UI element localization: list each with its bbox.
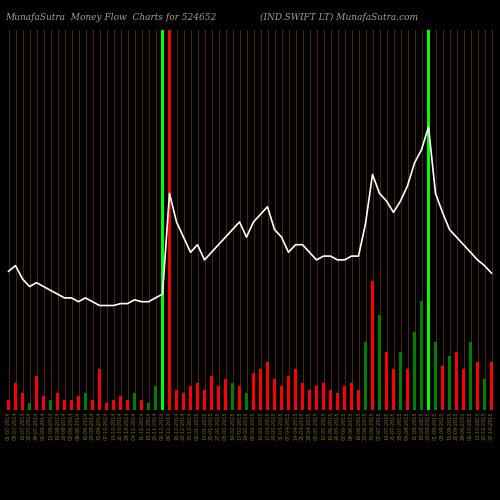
Bar: [140, 400, 143, 410]
Bar: [188, 386, 192, 410]
Bar: [84, 393, 87, 410]
Bar: [76, 396, 80, 410]
Bar: [98, 370, 102, 410]
Bar: [238, 386, 242, 410]
Bar: [476, 362, 480, 410]
Bar: [202, 390, 206, 410]
Bar: [230, 383, 234, 410]
Bar: [20, 393, 24, 410]
Bar: [440, 366, 444, 410]
Bar: [160, 30, 164, 410]
Bar: [90, 400, 94, 410]
Bar: [104, 403, 108, 410]
Bar: [328, 390, 332, 410]
Bar: [356, 390, 360, 410]
Bar: [272, 380, 276, 410]
Bar: [42, 396, 46, 410]
Bar: [406, 370, 409, 410]
Text: (IND.SWIFT LT) MunafaSutra.com: (IND.SWIFT LT) MunafaSutra.com: [260, 12, 418, 22]
Bar: [62, 400, 66, 410]
Bar: [314, 386, 318, 410]
Bar: [412, 332, 416, 410]
Bar: [48, 400, 52, 410]
Bar: [336, 393, 340, 410]
Bar: [132, 393, 136, 410]
Bar: [370, 281, 374, 410]
Bar: [118, 396, 122, 410]
Bar: [364, 342, 368, 410]
Bar: [378, 315, 382, 410]
Bar: [286, 376, 290, 410]
Bar: [126, 400, 130, 410]
Bar: [258, 370, 262, 410]
Bar: [322, 383, 326, 410]
Text: MunafaSutra  Money Flow  Charts for 524652: MunafaSutra Money Flow Charts for 524652: [5, 12, 216, 22]
Bar: [454, 352, 458, 410]
Bar: [294, 370, 298, 410]
Bar: [6, 400, 10, 410]
Bar: [210, 376, 214, 410]
Bar: [266, 362, 270, 410]
Bar: [252, 372, 256, 410]
Bar: [224, 380, 228, 410]
Bar: [28, 403, 32, 410]
Bar: [300, 383, 304, 410]
Bar: [182, 393, 186, 410]
Bar: [70, 400, 73, 410]
Bar: [448, 356, 452, 410]
Bar: [490, 362, 494, 410]
Bar: [308, 390, 312, 410]
Bar: [14, 383, 18, 410]
Bar: [56, 393, 60, 410]
Bar: [146, 403, 150, 410]
Bar: [342, 386, 346, 410]
Bar: [280, 386, 283, 410]
Bar: [398, 352, 402, 410]
Bar: [168, 30, 172, 410]
Bar: [34, 376, 38, 410]
Bar: [482, 380, 486, 410]
Bar: [426, 30, 430, 410]
Bar: [216, 386, 220, 410]
Bar: [468, 342, 472, 410]
Bar: [384, 352, 388, 410]
Bar: [350, 383, 354, 410]
Bar: [196, 383, 200, 410]
Bar: [244, 393, 248, 410]
Bar: [392, 370, 396, 410]
Bar: [154, 386, 158, 410]
Bar: [462, 370, 466, 410]
Bar: [420, 302, 424, 410]
Bar: [434, 342, 438, 410]
Bar: [112, 400, 116, 410]
Bar: [174, 390, 178, 410]
